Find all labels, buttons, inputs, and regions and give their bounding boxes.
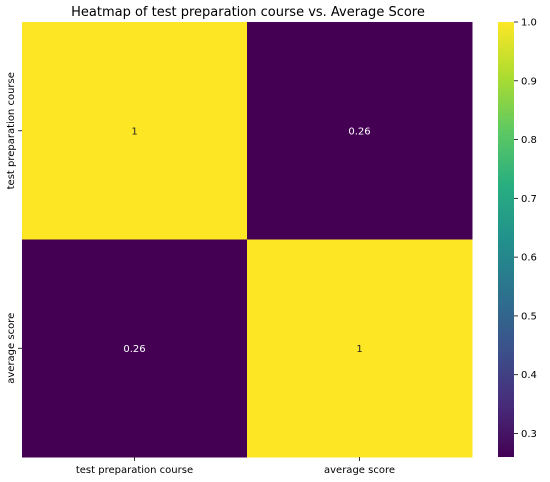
colorbar xyxy=(498,22,514,457)
y-tick-label: test preparation course xyxy=(6,72,17,189)
colorbar-tick-label: 0.5 xyxy=(521,311,537,322)
chart-title: Heatmap of test preparation course vs. A… xyxy=(71,5,425,20)
colorbar-axis: 0.3 0.4 0.5 0.6 0.7 0.8 0.9 1.0 xyxy=(514,18,537,440)
x-tick-label: average score xyxy=(324,465,395,476)
x-axis: test preparation course average score xyxy=(76,457,395,476)
heatmap-cell xyxy=(22,22,248,240)
colorbar-tick-label: 0.6 xyxy=(521,253,537,264)
colorbar-tick-label: 1.0 xyxy=(521,18,537,29)
colorbar-tick-label: 0.3 xyxy=(521,429,537,440)
heatmap-cells xyxy=(22,22,473,458)
cell-value-label: 0.26 xyxy=(123,344,145,355)
colorbar-tick-label: 0.4 xyxy=(521,370,537,381)
heatmap-cell xyxy=(22,239,248,458)
heatmap-cell xyxy=(247,22,473,240)
x-tick-label: test preparation course xyxy=(76,465,193,476)
y-axis: test preparation course average score xyxy=(6,72,22,384)
colorbar-tick-label: 0.8 xyxy=(521,135,537,146)
cell-value-label: 0.26 xyxy=(348,126,370,137)
y-tick-label: average score xyxy=(6,313,17,384)
colorbar-tick-label: 0.9 xyxy=(521,76,537,87)
cell-value-label: 1 xyxy=(356,344,362,355)
heatmap-cell-labels: 1 0.26 0.26 1 xyxy=(123,126,370,355)
cell-value-label: 1 xyxy=(131,126,137,137)
heatmap-cell xyxy=(247,239,473,458)
colorbar-tick-label: 0.7 xyxy=(521,194,537,205)
